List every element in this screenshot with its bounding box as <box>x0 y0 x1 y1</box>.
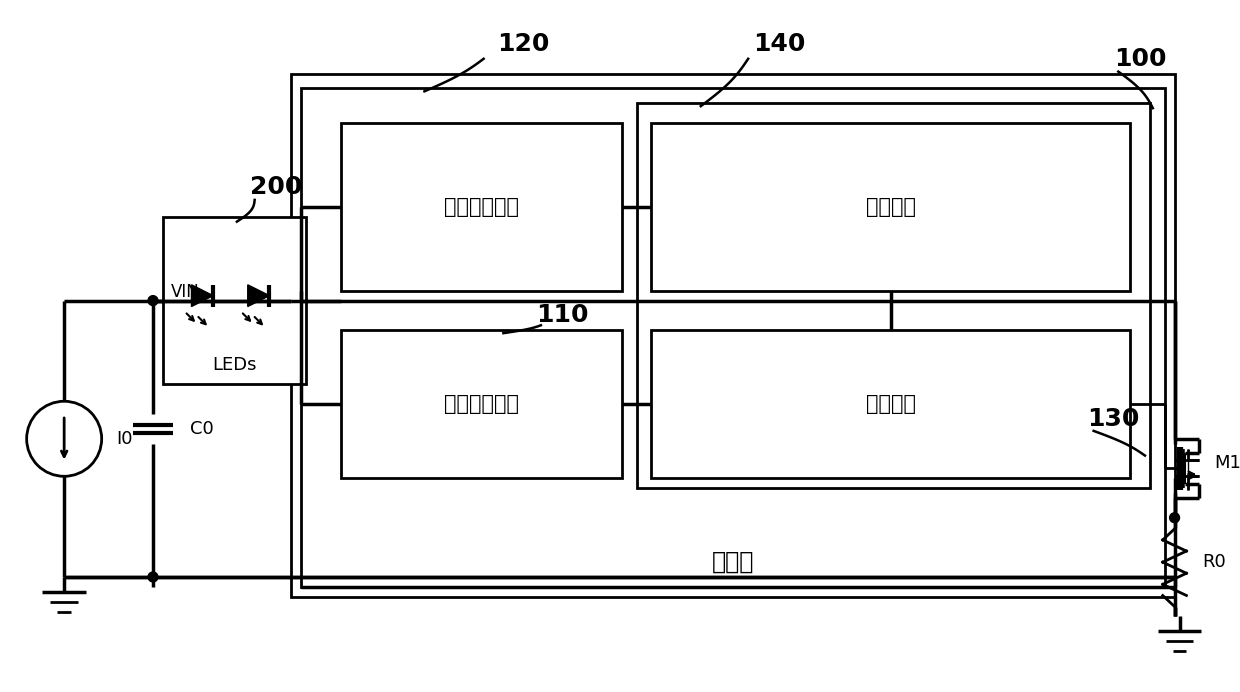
Text: 130: 130 <box>1087 407 1140 431</box>
Bar <box>341 330 621 478</box>
Bar <box>636 103 1149 488</box>
Text: 200: 200 <box>250 175 303 199</box>
Text: M1: M1 <box>1214 455 1240 473</box>
Text: 120: 120 <box>497 32 549 56</box>
Text: 140: 140 <box>754 32 806 56</box>
Text: R0: R0 <box>1203 553 1226 571</box>
Circle shape <box>1169 513 1179 522</box>
Text: 110: 110 <box>537 303 589 327</box>
Text: 控制模块: 控制模块 <box>866 394 916 415</box>
Polygon shape <box>191 285 213 307</box>
Text: 100: 100 <box>1114 47 1167 71</box>
Text: 稳压模块: 稳压模块 <box>866 197 916 217</box>
Bar <box>651 330 1130 478</box>
Circle shape <box>148 572 157 582</box>
Text: VIN: VIN <box>171 283 200 301</box>
Polygon shape <box>248 285 269 307</box>
Bar <box>651 123 1130 291</box>
Bar <box>291 73 1174 597</box>
Text: LEDs: LEDs <box>212 356 257 374</box>
Circle shape <box>148 295 157 306</box>
Text: 控制器: 控制器 <box>712 550 754 574</box>
Text: C0: C0 <box>191 420 215 438</box>
Bar <box>162 217 306 385</box>
Bar <box>301 89 1164 587</box>
Text: I0: I0 <box>117 430 133 448</box>
Bar <box>341 123 621 291</box>
Text: 第二采样模块: 第二采样模块 <box>444 197 518 217</box>
Text: 第一采样模块: 第一采样模块 <box>444 394 518 415</box>
